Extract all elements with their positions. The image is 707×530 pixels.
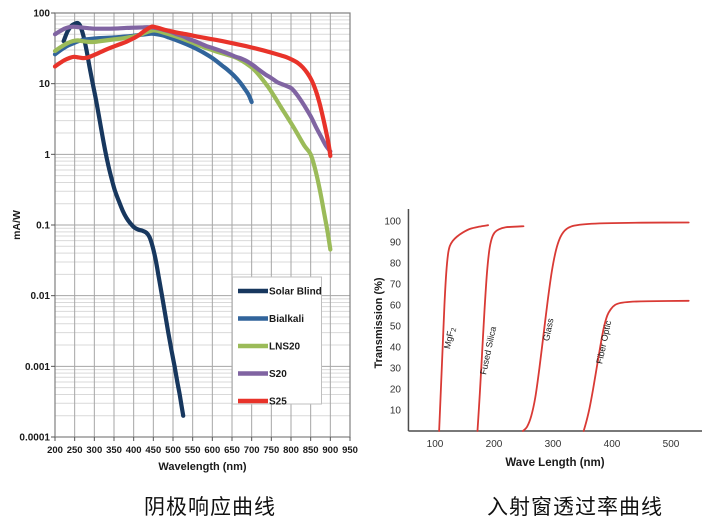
legend-label: Bialkali (269, 314, 304, 325)
x-tick-label: 300 (545, 439, 562, 450)
x-tick-label: 500 (663, 439, 680, 450)
axis-ticks: 200 250 300 350 400 450 500 550 600 650 700 750 800 8… (19, 9, 358, 457)
x-tick-label: 200 (47, 445, 63, 456)
curve-label-fused-silica: Fused Silica (478, 326, 498, 376)
caption-cathode-response: 阴极响应曲线 (144, 495, 276, 519)
y-tick-label: 0.001 (25, 362, 50, 373)
axis-ticks: 10 20 30 40 50 60 70 80 90 100 100 200 300 400 500 (384, 217, 679, 451)
legend-item-lns20: LNS20 (238, 342, 301, 353)
legend-item-solar-blind: Solar Blind (238, 287, 322, 298)
x-tick-label: 450 (145, 445, 161, 456)
series-line-solar-blind (61, 20, 186, 418)
x-tick-label: 900 (322, 445, 338, 456)
y-tick-label: 80 (390, 259, 402, 270)
legend-label: S20 (269, 369, 287, 380)
x-tick-label: 950 (342, 445, 358, 456)
series-line-mgf2 (438, 224, 489, 432)
y-tick-label: 0.0001 (19, 433, 50, 444)
y-tick-label: 10 (39, 79, 51, 90)
x-tick-label: 600 (204, 445, 220, 456)
y-tick-label: 20 (390, 385, 402, 396)
y-tick-label: 0.01 (31, 291, 51, 302)
series-line-lns20 (52, 28, 333, 252)
x-axis-title: Wave Length (nm) (505, 457, 604, 469)
series-line-glass (522, 221, 690, 432)
x-tick-label: 300 (86, 445, 102, 456)
x-tick-label: 750 (263, 445, 279, 456)
legend: Solar Blind Bialkali LNS20 S20 S25 (232, 276, 322, 408)
curve-label-glass: Glass (541, 317, 556, 342)
series-line-fiber-optic (582, 299, 690, 432)
legend-label: LNS20 (269, 342, 301, 353)
legend-item-s25: S25 (238, 397, 287, 408)
legend-item-s20: S20 (238, 369, 287, 380)
x-axis-title: Wavelength (nm) (158, 461, 247, 473)
series-curves (52, 20, 333, 418)
y-tick-label: 0.1 (36, 221, 50, 232)
caption-window-transmission: 入射窗透过率曲线 (487, 495, 663, 519)
legend-label: S25 (269, 397, 287, 408)
y-tick-label: 100 (384, 217, 401, 228)
y-axis-title: Transmission (%) (373, 277, 385, 368)
y-tick-label: 30 (390, 364, 402, 375)
x-tick-label: 650 (224, 445, 240, 456)
series-curves (438, 221, 690, 432)
x-tick-label: 800 (283, 445, 299, 456)
series-line-s25 (52, 24, 333, 159)
x-tick-label: 100 (427, 439, 444, 450)
curve-label-mgf2: MgF2 (442, 326, 458, 350)
y-tick-label: 100 (33, 9, 50, 20)
x-tick-label: 250 (67, 445, 83, 456)
x-tick-label: 700 (244, 445, 260, 456)
y-tick-label: 10 (390, 406, 402, 417)
x-tick-label: 350 (106, 445, 122, 456)
series-line-s20 (52, 24, 333, 154)
x-tick-label: 200 (486, 439, 503, 450)
y-tick-label: 90 (390, 238, 402, 249)
y-axis-title: mA/W (11, 210, 23, 240)
y-tick-label: 1 (44, 150, 50, 161)
window-transmission-chart: 10 20 30 40 50 60 70 80 90 100 100 200 300 400 500 Wave… (370, 195, 707, 485)
x-tick-label: 500 (165, 445, 181, 456)
legend-item-bialkali: Bialkali (238, 314, 304, 325)
cathode-response-chart: 200 250 300 350 400 450 500 550 600 650 700 750 800 8… (11, 9, 358, 474)
y-tick-label: 40 (390, 343, 402, 354)
x-tick-label: 400 (604, 439, 621, 450)
x-tick-label: 550 (185, 445, 201, 456)
y-tick-label: 50 (390, 322, 402, 333)
cathode-chart-svg: 200 250 300 350 400 450 500 550 600 650 700 750 800 8… (11, 9, 358, 474)
y-tick-label: 70 (390, 280, 402, 291)
series-line-fused-silica (476, 225, 525, 432)
legend-label: Solar Blind (269, 287, 322, 298)
y-tick-label: 60 (390, 301, 402, 312)
x-tick-label: 400 (126, 445, 142, 456)
series-line-bialkali (52, 31, 254, 105)
curve-label-fiber-optic: Fiber Optic (594, 319, 613, 365)
window-chart-svg: 10 20 30 40 50 60 70 80 90 100 100 200 300 400 500 Wave… (373, 209, 702, 469)
x-tick-label: 850 (303, 445, 319, 456)
